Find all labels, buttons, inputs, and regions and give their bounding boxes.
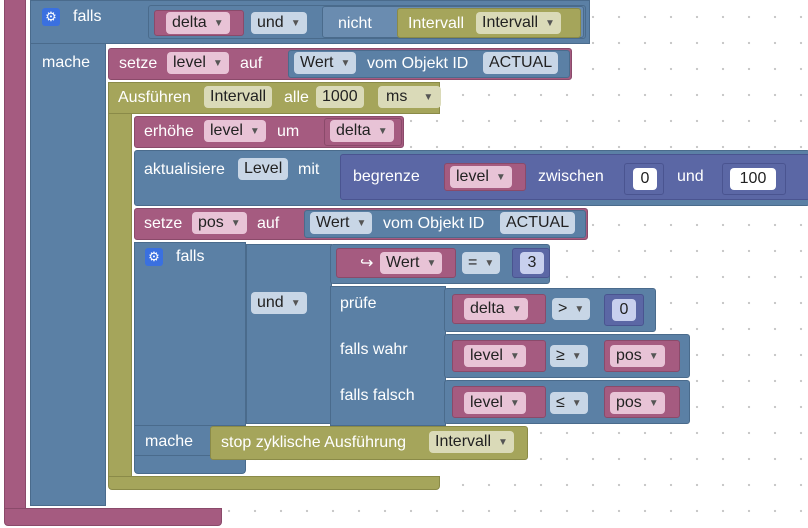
stop-var-dropdown[interactable]: Intervall ▼: [429, 431, 514, 453]
dropdown-arrow-icon: ▼: [212, 58, 223, 69]
dropdown-arrow-icon: ▼: [423, 92, 434, 103]
number-field[interactable]: 3: [520, 252, 544, 274]
pos-var-dropdown[interactable]: pos ▼: [610, 392, 665, 414]
object-id-label: vom Objekt ID: [367, 55, 469, 72]
dropdown-arrow-icon: ▼: [230, 218, 241, 229]
check-label: prüfe: [340, 295, 377, 312]
delta-var-dropdown[interactable]: delta ▼: [330, 120, 394, 142]
object-id-label: vom Objekt ID: [383, 215, 485, 232]
level-var-dropdown[interactable]: level ▼: [464, 345, 526, 367]
dropdown-arrow-icon: ▼: [509, 398, 520, 409]
compare-op-dropdown[interactable]: > ▼: [552, 298, 591, 320]
outer-falls-label: falls: [73, 8, 102, 25]
not-label: nicht: [338, 15, 372, 32]
dropdown-arrow-icon: ▼: [290, 18, 301, 29]
dropdown-arrow-icon: ▼: [571, 398, 582, 409]
pos-var-dropdown[interactable]: pos ▼: [192, 212, 247, 234]
between-label: zwischen: [538, 168, 604, 185]
min-number-field[interactable]: 0: [633, 168, 657, 190]
ternary-block[interactable]: [330, 286, 446, 426]
interval-value-field[interactable]: 1000: [316, 86, 364, 108]
event-block[interactable]: [4, 0, 26, 512]
dropdown-arrow-icon: ▼: [648, 398, 659, 409]
update-name-field[interactable]: Level: [238, 158, 289, 180]
set-label: setze: [119, 55, 158, 72]
interval-unit-dropdown[interactable]: ms ▼: [378, 86, 442, 108]
dropdown-arrow-icon: ▼: [545, 18, 555, 29]
increment-label: erhöhe: [144, 123, 194, 140]
constrain-var-dropdown[interactable]: level ▼: [450, 166, 512, 188]
inner-falls-label: falls: [176, 248, 205, 265]
dropdown-arrow-icon: ▼: [249, 126, 260, 137]
level-var-dropdown[interactable]: level ▼: [464, 392, 526, 414]
logic-op-dropdown[interactable]: und ▼: [251, 292, 307, 314]
outer-mache-label: mache: [42, 54, 91, 71]
dropdown-arrow-icon: ▼: [356, 218, 367, 229]
interval-block-body: [108, 114, 132, 478]
by-label: um: [277, 123, 300, 140]
return-arrow-icon: ↪: [360, 255, 374, 272]
compare-op-dropdown[interactable]: = ▼: [462, 252, 501, 274]
dropdown-arrow-icon: ▼: [484, 258, 495, 269]
constrain-label: begrenze: [353, 168, 420, 185]
number-field[interactable]: 0: [612, 299, 636, 321]
logic-op-dropdown[interactable]: und ▼: [251, 12, 307, 34]
dropdown-arrow-icon: ▼: [213, 18, 224, 29]
level-var-dropdown[interactable]: level ▼: [167, 52, 229, 74]
gear-icon[interactable]: ⚙: [145, 248, 163, 266]
auf-label: auf: [257, 215, 280, 232]
increment-var-dropdown[interactable]: level ▼: [204, 120, 266, 142]
max-number-field[interactable]: 100: [730, 168, 776, 190]
if-true-label: falls wahr: [340, 341, 408, 358]
interval-name-field[interactable]: Intervall: [204, 86, 273, 108]
dropdown-arrow-icon: ▼: [511, 304, 522, 315]
execute-label: Ausführen: [118, 89, 191, 106]
object-id-field[interactable]: ACTUAL: [483, 52, 559, 74]
compare-op-dropdown[interactable]: ≤ ▼: [550, 392, 588, 414]
dropdown-arrow-icon: ▼: [498, 437, 508, 448]
variable-delta-dropdown[interactable]: delta ▼: [166, 12, 230, 34]
set-label: setze: [144, 215, 183, 232]
dropdown-arrow-icon: ▼: [509, 351, 520, 362]
value-attr-dropdown[interactable]: Wert ▼: [310, 212, 373, 234]
interval-var-dropdown[interactable]: Intervall ▼: [476, 12, 561, 34]
outer-if-body: [30, 44, 106, 506]
inner-if-footer: [134, 456, 246, 474]
gear-icon[interactable]: ⚙: [42, 8, 60, 26]
auf-label: auf: [240, 55, 263, 72]
dropdown-arrow-icon: ▼: [377, 126, 388, 137]
stop-label: stop zyklische Ausführung: [221, 434, 406, 451]
object-id-field[interactable]: ACTUAL: [500, 212, 576, 234]
every-label: alle: [284, 89, 309, 106]
pos-var-dropdown[interactable]: pos ▼: [610, 345, 665, 367]
if-false-label: falls falsch: [340, 387, 415, 404]
inner-mache-label: mache: [145, 433, 194, 450]
and-label: und: [677, 168, 704, 185]
inner-if-block[interactable]: [134, 242, 246, 426]
dropdown-arrow-icon: ▼: [290, 298, 301, 309]
dropdown-arrow-icon: ▼: [426, 258, 437, 269]
with-label: mit: [298, 161, 320, 178]
dropdown-arrow-icon: ▼: [571, 351, 582, 362]
dropdown-arrow-icon: ▼: [574, 304, 585, 315]
value-var-dropdown[interactable]: Wert ▼: [380, 252, 443, 274]
dropdown-arrow-icon: ▼: [340, 58, 351, 69]
interval-label: Intervall: [408, 15, 465, 32]
update-label: aktualisiere: [144, 161, 225, 178]
value-attr-dropdown[interactable]: Wert ▼: [294, 52, 357, 74]
compare-op-dropdown[interactable]: ≥ ▼: [550, 345, 588, 367]
delta-var-dropdown[interactable]: delta ▼: [464, 298, 528, 320]
event-block-footer[interactable]: [4, 508, 222, 526]
logic-and-block[interactable]: [246, 244, 332, 424]
dropdown-arrow-icon: ▼: [495, 172, 506, 183]
dropdown-arrow-icon: ▼: [648, 351, 659, 362]
interval-block-footer: [108, 476, 440, 490]
